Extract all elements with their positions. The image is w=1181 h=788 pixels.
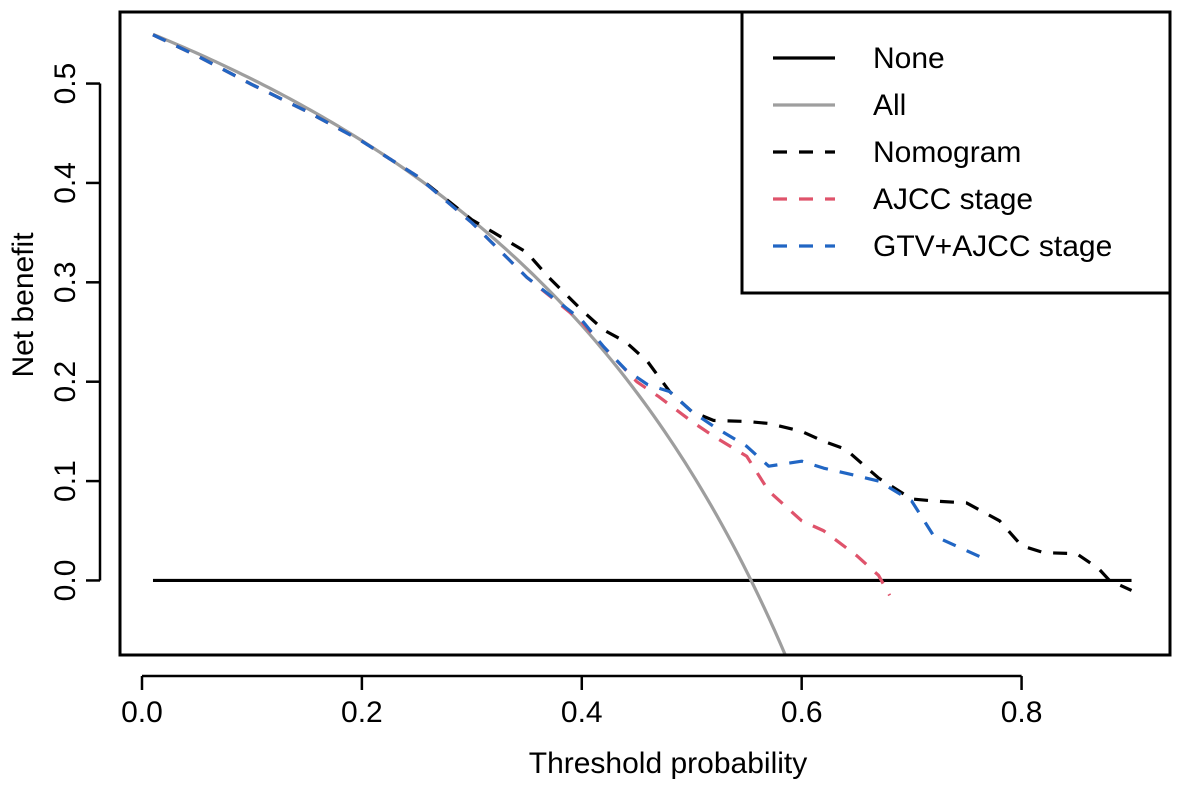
series-layer	[152, 32, 1133, 655]
x-axis-title: Threshold probability	[529, 747, 807, 780]
y-tick-label: 0.0	[49, 560, 82, 602]
y-tick-label: 0.1	[49, 460, 82, 502]
x-tick-label: 0.8	[1001, 696, 1043, 729]
legend-label-nomogram: Nomogram	[873, 136, 1021, 169]
y-axis-title: Net benefit	[7, 232, 40, 378]
legend-label-none: None	[873, 42, 945, 75]
legend-label-gtv-ajcc-stage: GTV+AJCC stage	[873, 230, 1112, 263]
axes-layer: 0.0 0.2 0.4 0.6 0.8 0.0 0.1 0.2 0.3 0.4 0.5	[49, 63, 1042, 729]
x-tick-label: 0.0	[121, 696, 163, 729]
legend-label-ajcc-stage: AJCC stage	[873, 183, 1033, 216]
y-tick-label: 0.2	[49, 361, 82, 403]
legend: None All Nomogram AJCC stage GTV+AJCC stage	[740, 10, 1172, 295]
y-tick-label: 0.3	[49, 261, 82, 303]
x-tick-label: 0.2	[341, 696, 383, 729]
plot-frame	[118, 10, 1172, 657]
series-line-gtv-ajcc-stage	[152, 33, 990, 563]
y-tick-label: 0.4	[49, 162, 82, 204]
y-tick-label: 0.5	[49, 63, 82, 105]
legend-label-all: All	[873, 89, 906, 122]
x-tick-label: 0.4	[561, 696, 603, 729]
x-tick-label: 0.6	[781, 696, 823, 729]
